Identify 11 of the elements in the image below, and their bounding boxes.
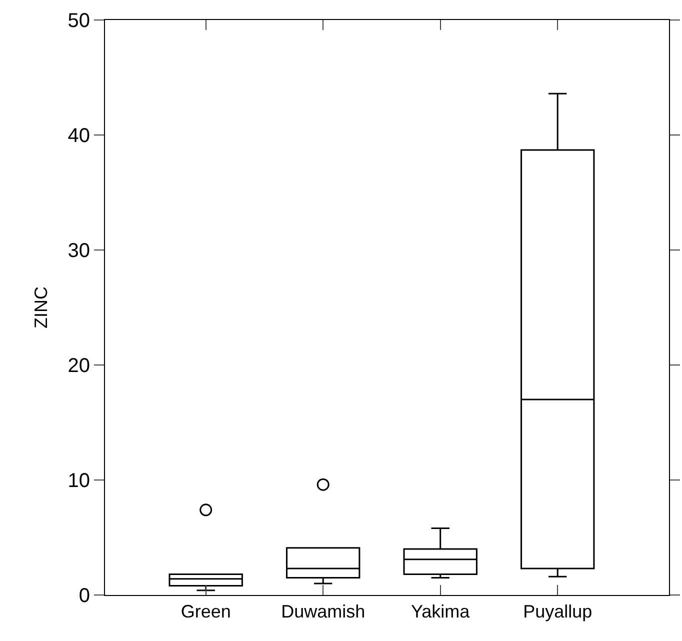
y-tick-label: 50: [68, 10, 90, 32]
y-tick-label: 20: [68, 355, 90, 377]
y-tick-label: 40: [68, 125, 90, 147]
x-tick-label: Puyallup: [523, 602, 592, 622]
x-tick-label: Yakima: [411, 602, 471, 622]
y-tick-label: 0: [78, 585, 90, 607]
y-axis-title: ZINC: [30, 286, 51, 328]
y-tick-label: 10: [68, 470, 90, 492]
x-tick-label: Green: [180, 602, 231, 622]
y-tick-label: 30: [68, 240, 90, 262]
x-tick-label: Duwamish: [281, 602, 366, 622]
